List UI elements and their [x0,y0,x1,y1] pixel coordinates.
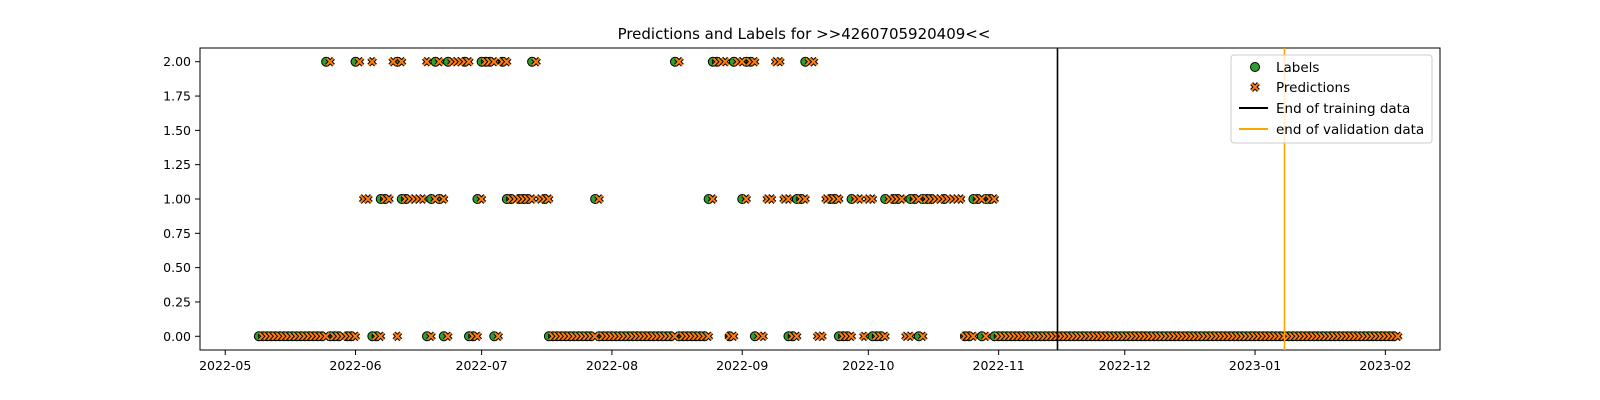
prediction-point [363,194,373,204]
prediction-point [350,331,361,342]
prediction-point [489,56,499,67]
prediction-point [375,331,386,342]
legend-marker-predictions [1250,82,1260,92]
prediction-point [703,331,714,342]
prediction-point [674,56,684,67]
prediction-point [917,331,928,342]
prediction-point [896,194,907,204]
prediction-point [741,194,752,204]
legend-label-validation: end of validation data [1276,122,1424,138]
prediction-point [728,331,739,342]
x-tick-label: 2022-11 [973,358,1025,373]
prediction-point [758,331,768,342]
x-tick-label: 2022-12 [1099,358,1151,373]
prediction-point [354,56,365,67]
y-tick-label: 1.50 [163,123,191,138]
legend-marker-labels [1250,62,1260,72]
prediction-point [463,56,474,67]
prediction-point [955,194,966,204]
prediction-point [905,331,915,342]
prediction-point [527,194,537,204]
prediction-point [720,56,731,67]
prediction-point [590,331,600,342]
prediction-point [854,194,865,204]
prediction-point [800,194,810,204]
prediction-point [388,56,398,67]
chart-title: Predictions and Labels for >>42607059204… [618,25,991,43]
y-tick-label: 1.25 [163,157,191,172]
prediction-point [384,194,394,204]
prediction-point [749,56,760,67]
prediction-point [775,56,785,67]
x-tick-label: 2022-08 [586,358,638,373]
prediction-point [392,331,403,342]
y-tick-label: 0.00 [163,329,191,344]
prediction-point [501,56,512,67]
legend-label-training: End of training data [1276,101,1410,117]
prediction-point [783,194,794,204]
prediction-point [817,331,827,342]
prediction-point [396,56,407,67]
prediction-point [981,331,991,342]
prediction-point [913,194,924,204]
prediction-point [531,56,541,67]
prediction-point [867,194,878,204]
x-tick-label: 2022-06 [329,358,381,373]
legend-label-labels: Labels [1276,60,1319,76]
prediction-point [989,194,1000,204]
plot-area: 2022-05 2022-06 2022-07 2022-08 2022-09 2022-… [163,47,1441,373]
y-tick-label: 0.50 [163,260,191,275]
y-tick-label: 0.25 [163,294,191,309]
prediction-point [880,331,890,342]
x-tick-label: 2022-05 [199,358,251,373]
prediction-point [472,331,483,342]
x-tick-label: 2023-01 [1229,358,1281,373]
prediction-point [367,56,377,67]
x-tick-label: 2023-02 [1359,358,1411,373]
prediction-point [438,194,449,204]
prediction-point [766,194,777,204]
prediction-point [791,331,802,342]
y-tick-label: 2.00 [163,54,191,69]
y-tick-label: 0.75 [163,226,191,241]
prediction-point [846,331,857,342]
legend: Labels Predictions End of training data … [1230,54,1433,144]
prediction-point [321,331,331,342]
prediction-point [493,331,504,342]
prediction-point [417,194,428,204]
prediction-point [325,56,335,67]
prediction-point [808,56,819,67]
x-tick-label: 2022-09 [716,358,768,373]
y-tick-label: 1.00 [163,192,191,207]
prediction-point [434,56,445,67]
prediction-point [669,331,680,342]
legend-frame [1230,54,1433,144]
prediction-point [707,194,718,204]
x-tick-label: 2022-10 [842,358,894,373]
prediction-point [421,56,432,67]
series-predictions [258,56,1403,342]
prediction-point [737,56,747,67]
y-tick-label: 1.75 [163,89,191,104]
prediction-point [430,194,441,204]
prediction-point [442,331,453,342]
prediction-point [968,331,979,342]
prediction-point [543,194,554,204]
prediction-point [426,331,436,342]
x-tick-label: 2022-07 [456,358,508,373]
prediction-point [1392,331,1403,342]
prediction-point [833,194,844,204]
prediction-point [859,331,869,342]
prediction-point [476,194,487,204]
legend-label-predictions: Predictions [1276,80,1350,96]
prediction-point [976,194,987,204]
prediction-point [594,194,604,204]
